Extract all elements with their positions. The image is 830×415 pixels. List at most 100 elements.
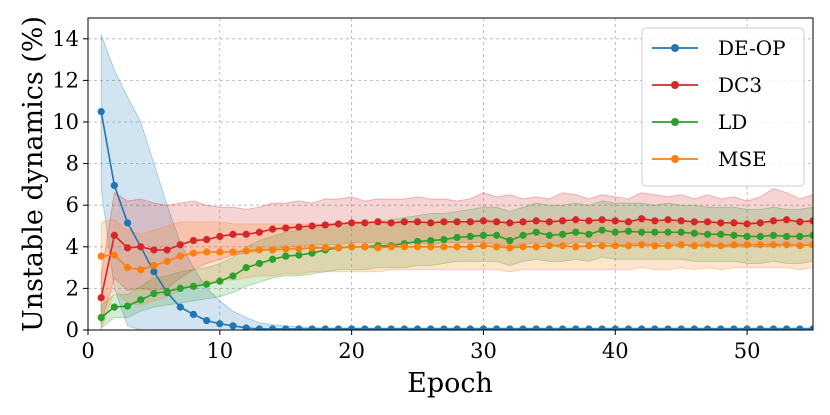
de-op-point xyxy=(203,317,211,325)
mse-point xyxy=(189,249,198,257)
mse-point xyxy=(321,244,329,252)
dc3-point xyxy=(519,218,527,226)
x-axis-title: Epoch xyxy=(407,368,493,399)
legend-marker-de-op xyxy=(671,44,679,52)
ld-point xyxy=(756,232,764,240)
mse-point xyxy=(664,242,672,250)
dc3-point xyxy=(572,216,580,224)
dc3-point xyxy=(255,228,263,236)
y-axis-title: Unstable dynamics (%) xyxy=(18,16,49,332)
legend-marker-dc3 xyxy=(671,81,679,89)
ld-point xyxy=(598,226,606,234)
mse-point xyxy=(532,243,540,251)
de-op-point xyxy=(545,325,553,330)
mse-point xyxy=(150,261,158,270)
mse-point xyxy=(717,242,725,250)
ld-point xyxy=(506,236,514,245)
ld-point xyxy=(282,252,290,260)
de-op-point xyxy=(624,325,633,330)
ld-point xyxy=(110,303,118,311)
mse-point xyxy=(413,243,422,251)
ld-point xyxy=(137,296,145,304)
de-op-point xyxy=(216,320,224,328)
dc3-point xyxy=(176,241,184,249)
mse-point xyxy=(624,242,633,250)
ld-point xyxy=(690,229,698,237)
mse-point xyxy=(796,242,804,250)
mse-point xyxy=(308,244,316,252)
legend-label-dc3: DC3 xyxy=(718,73,762,97)
mse-point xyxy=(769,241,778,249)
de-op-point xyxy=(453,325,461,330)
ld-point xyxy=(703,230,712,238)
de-op-point xyxy=(519,325,527,330)
mse-point xyxy=(400,243,408,251)
dc3-point xyxy=(690,218,698,226)
dc3-point xyxy=(769,217,778,225)
y-tick-label: 8 xyxy=(66,152,79,176)
de-op-point xyxy=(308,325,316,330)
de-op-point xyxy=(242,324,250,330)
dc3-point xyxy=(651,217,659,225)
ld-point xyxy=(558,230,567,238)
confidence-bands xyxy=(100,34,813,330)
de-op-point xyxy=(638,325,646,330)
mse-point xyxy=(638,241,646,249)
mse-point xyxy=(756,241,764,249)
ld-point xyxy=(268,255,277,263)
de-op-point xyxy=(348,325,356,330)
dc3-point xyxy=(598,216,606,224)
de-op-point xyxy=(440,325,448,330)
mse-point xyxy=(110,251,118,259)
dc3-point xyxy=(387,219,395,227)
mse-point xyxy=(479,242,488,250)
x-tick-label: 50 xyxy=(734,339,761,363)
ld-point xyxy=(585,230,593,238)
de-op-point xyxy=(189,310,198,318)
dc3-point xyxy=(809,217,813,225)
de-op-point xyxy=(532,325,540,330)
y-tick-label: 0 xyxy=(66,318,79,342)
x-tick-label: 40 xyxy=(602,339,629,363)
de-op-point xyxy=(677,325,685,330)
mse-point xyxy=(611,242,619,250)
dc3-point xyxy=(743,220,751,228)
mse-point xyxy=(334,244,343,252)
de-op-point xyxy=(400,325,408,330)
de-op-point xyxy=(150,268,158,276)
de-op-point xyxy=(769,325,778,330)
dc3-point xyxy=(506,219,514,227)
ld-point xyxy=(255,259,263,268)
dc3-point xyxy=(413,218,422,226)
mse-point xyxy=(598,242,606,250)
dc3-point xyxy=(703,218,712,226)
de-op-point xyxy=(282,325,290,330)
dc3-point xyxy=(110,231,118,239)
ld-point xyxy=(466,232,474,240)
dc3-point xyxy=(137,243,145,251)
y-tick-label: 12 xyxy=(52,68,79,92)
dc3-point xyxy=(400,218,408,226)
mse-point xyxy=(137,266,145,274)
de-op-point xyxy=(334,325,343,330)
dc3-point xyxy=(308,222,316,230)
dc3-point xyxy=(295,223,303,231)
de-op-point xyxy=(651,325,659,330)
y-tick-label: 14 xyxy=(52,27,79,51)
dc3-point xyxy=(796,218,804,226)
legend-label-mse: MSE xyxy=(718,147,767,171)
mse-point xyxy=(730,241,738,249)
dc3-point xyxy=(664,216,672,224)
ld-point xyxy=(532,228,540,236)
de-op-point xyxy=(466,325,474,330)
ld-point xyxy=(809,231,813,239)
ld-point xyxy=(295,251,303,259)
ld-point xyxy=(97,313,105,322)
dc3-point xyxy=(268,225,277,233)
mse-point xyxy=(242,247,250,255)
de-op-point xyxy=(743,325,751,330)
x-tick-label: 30 xyxy=(470,339,497,363)
de-op-point xyxy=(387,325,395,330)
x-tick-label: 0 xyxy=(81,339,94,363)
ld-point xyxy=(229,272,237,280)
